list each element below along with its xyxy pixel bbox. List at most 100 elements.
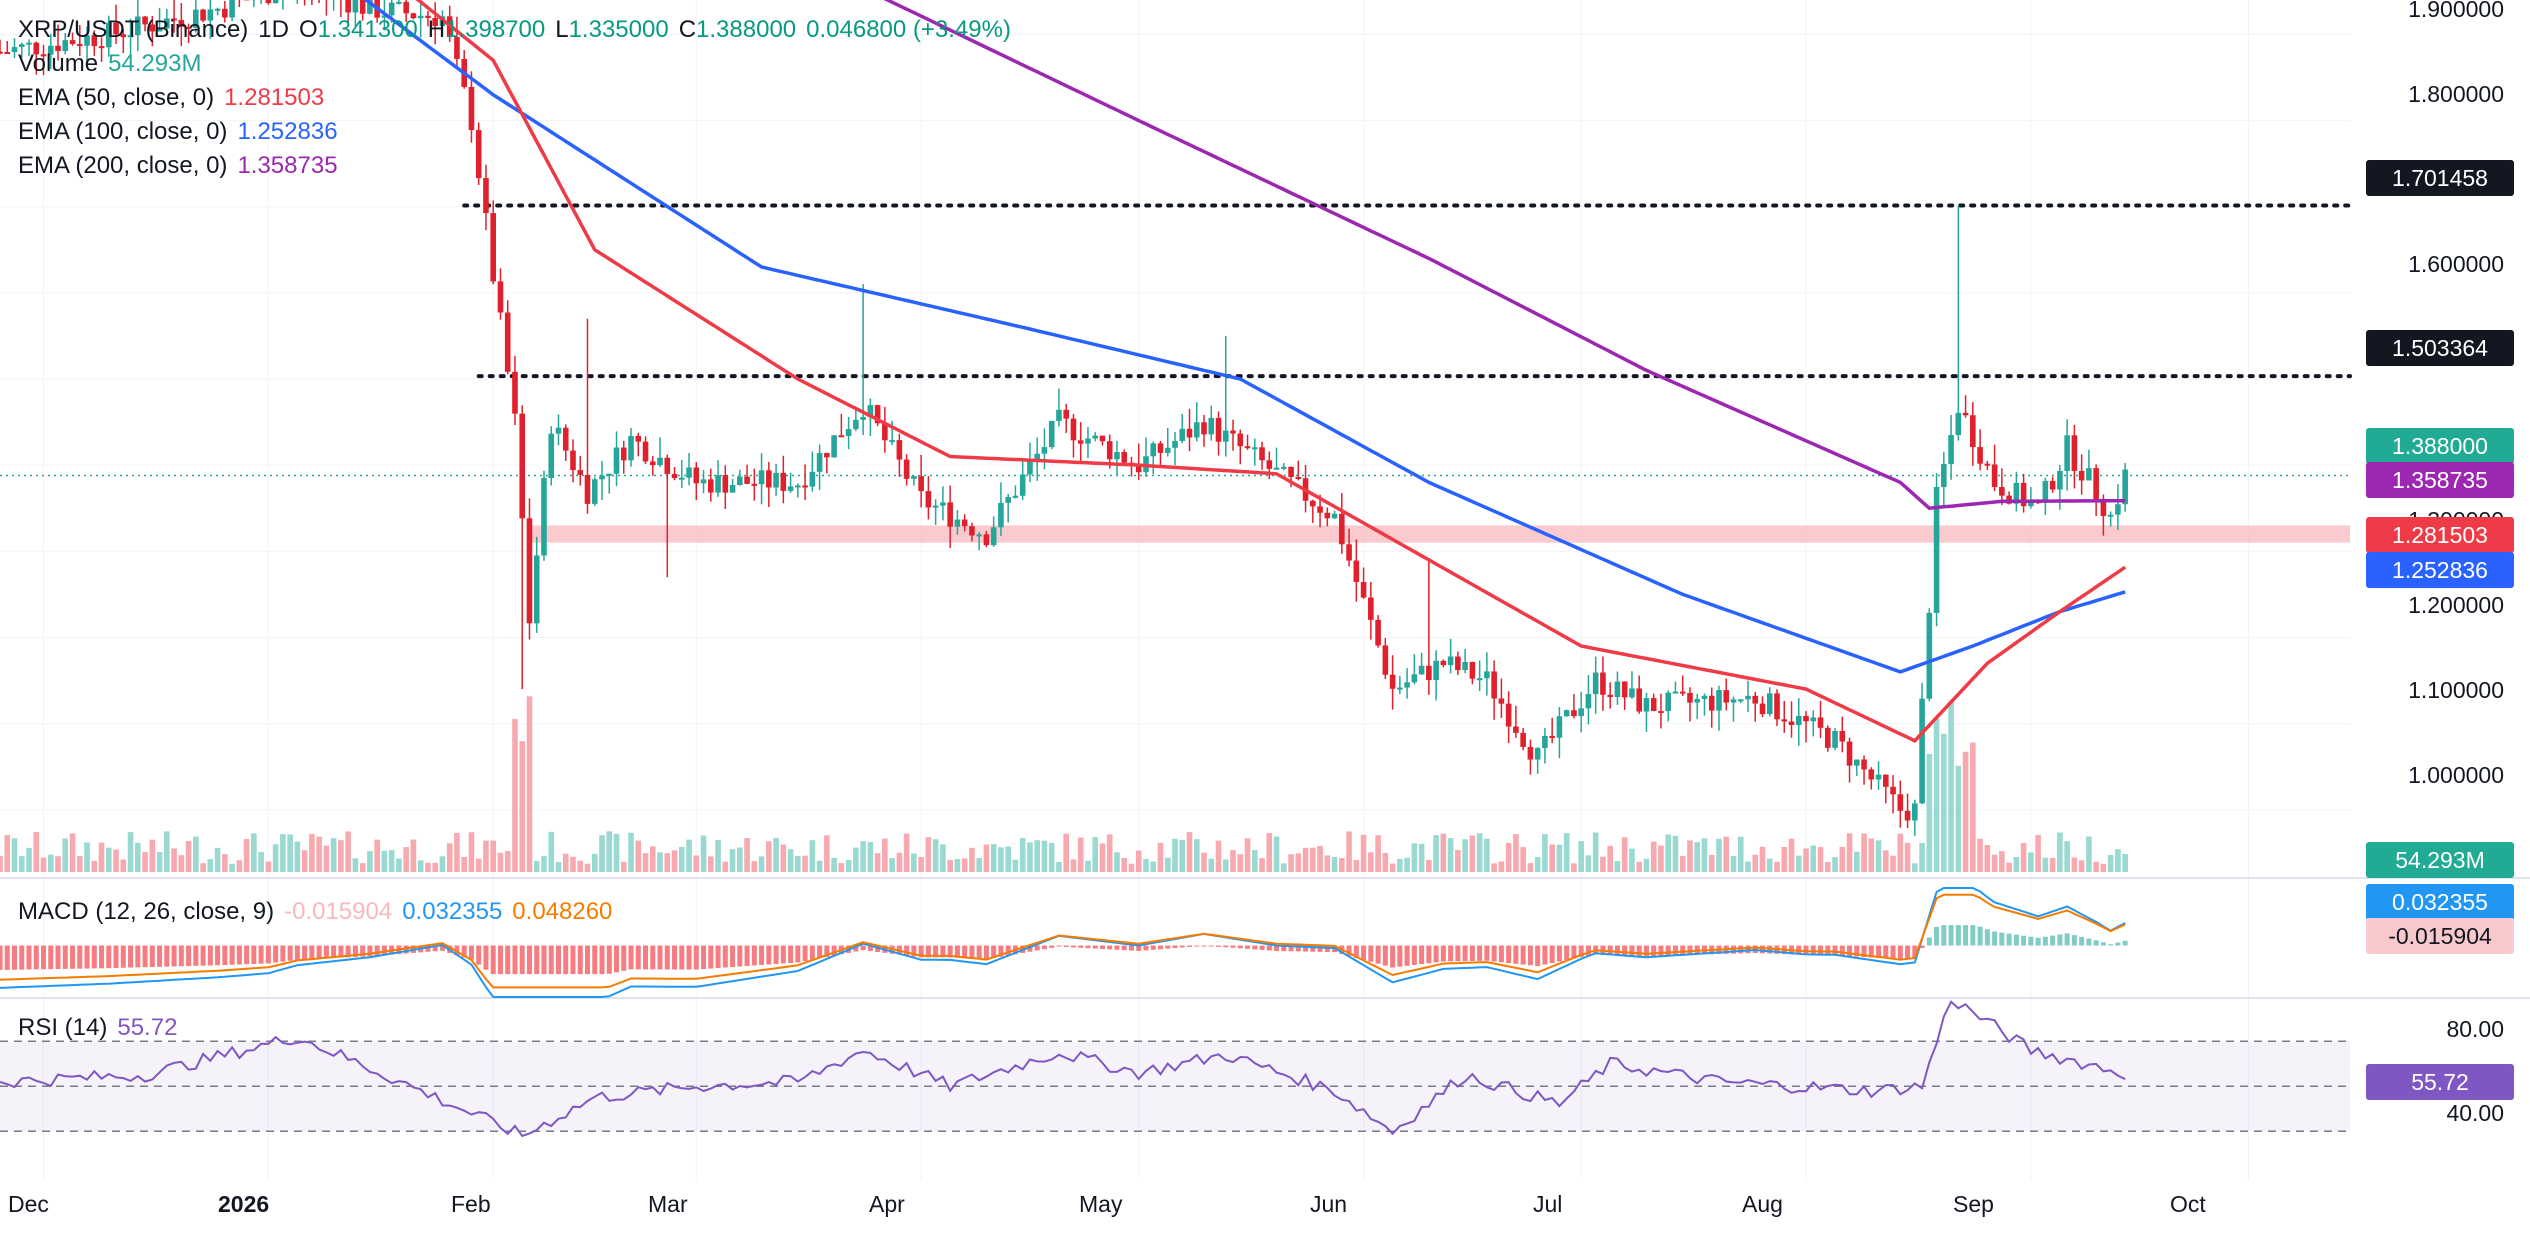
macd-histogram-bar bbox=[1426, 945, 1432, 964]
candle-body bbox=[809, 471, 816, 487]
candle-body bbox=[1375, 619, 1381, 646]
macd-histogram-bar bbox=[802, 945, 808, 962]
volume-bar bbox=[1716, 838, 1722, 872]
macd-histogram-bar bbox=[135, 945, 141, 968]
volume-bar bbox=[2049, 857, 2056, 872]
macd-histogram-bar bbox=[1201, 945, 1207, 947]
volume-bar bbox=[91, 860, 98, 872]
candle-body bbox=[1019, 474, 1026, 496]
macd-histogram-bar bbox=[33, 945, 39, 970]
candle-body bbox=[1121, 452, 1128, 463]
volume-bar bbox=[1389, 863, 1396, 872]
volume-bar bbox=[1904, 842, 1911, 872]
candle-body bbox=[998, 502, 1004, 528]
volume-bar bbox=[1498, 861, 1505, 872]
candle-body bbox=[149, 24, 156, 32]
macd-histogram-bar bbox=[244, 945, 250, 965]
candle-body bbox=[1679, 691, 1686, 694]
macd-histogram-bar bbox=[157, 945, 163, 967]
volume-bar bbox=[1542, 834, 1548, 872]
volume-bar bbox=[599, 835, 605, 872]
volume-bar bbox=[620, 861, 627, 872]
volume-bar bbox=[816, 860, 823, 872]
volume-bar bbox=[367, 851, 373, 872]
candle-body bbox=[845, 429, 852, 437]
rsi-legend[interactable]: RSI (14) 55.72 bbox=[18, 1014, 187, 1042]
candle-body bbox=[1585, 694, 1592, 709]
macd-histogram-bar bbox=[1992, 931, 1998, 946]
interval-label[interactable]: 1D bbox=[258, 16, 289, 43]
macd-histogram-bar bbox=[788, 945, 794, 963]
macd-histogram-bar bbox=[1629, 945, 1635, 956]
volume-bar bbox=[294, 841, 301, 872]
macd-histogram-bar bbox=[715, 945, 721, 969]
macd-histogram-bar bbox=[1643, 945, 1649, 957]
volume-bar bbox=[1215, 840, 1222, 872]
candle-body bbox=[1745, 695, 1751, 700]
candle-body bbox=[193, 9, 199, 28]
macd-histogram-bar bbox=[592, 945, 598, 975]
candle-body bbox=[497, 281, 504, 313]
macd-histogram-bar bbox=[933, 945, 939, 958]
volume-bar bbox=[1788, 838, 1795, 872]
time-tick: Dec bbox=[8, 1191, 49, 1217]
macd-histogram-bar bbox=[1455, 945, 1461, 962]
macd-histogram-bar bbox=[650, 945, 656, 970]
volume-bar bbox=[1368, 852, 1374, 872]
volume-bar bbox=[1991, 854, 1998, 872]
macd-histogram-bar bbox=[1049, 945, 1055, 948]
macd-histogram-bar bbox=[142, 945, 148, 968]
volume-bar bbox=[156, 852, 163, 872]
macd-histogram-bar bbox=[1440, 945, 1446, 962]
volume-bar bbox=[1027, 842, 1033, 872]
candle-body bbox=[932, 505, 939, 508]
candle-body bbox=[780, 472, 787, 491]
candle-body bbox=[142, 16, 148, 25]
rsi-legend-value: 55.72 bbox=[117, 1014, 178, 1041]
volume-bar bbox=[1883, 850, 1889, 872]
macd-histogram-bar bbox=[12, 945, 18, 970]
macd-histogram-bar bbox=[316, 945, 322, 959]
macd-histogram-bar bbox=[215, 945, 221, 966]
candle-body bbox=[1056, 409, 1062, 421]
volume-legend-label: Volume bbox=[18, 50, 99, 77]
symbol-name[interactable]: XRP/USDT (Binance) bbox=[18, 16, 249, 43]
ema100-legend[interactable]: EMA (100, close, 0) 1.252836 bbox=[18, 118, 348, 146]
candle-body bbox=[1208, 417, 1215, 435]
candle-body bbox=[2122, 469, 2128, 505]
candle-body bbox=[1839, 730, 1846, 742]
time-tick: Jun bbox=[1310, 1191, 1348, 1217]
ema200-legend[interactable]: EMA (200, close, 0) 1.358735 bbox=[18, 152, 348, 180]
volume-legend[interactable]: Volume 54.293M bbox=[18, 50, 211, 78]
ema200-legend-label: EMA (200, close, 0) bbox=[18, 152, 228, 179]
candle-body bbox=[1672, 691, 1679, 694]
volume-bar bbox=[1019, 838, 1026, 872]
candle-body bbox=[1505, 703, 1512, 727]
time-tick: May bbox=[1079, 1191, 1123, 1217]
candle-body bbox=[2115, 504, 2121, 515]
volume-bar bbox=[903, 833, 910, 872]
time-tick: Mar bbox=[648, 1191, 688, 1217]
macd-legend[interactable]: MACD (12, 26, close, 9) -0.015904 0.032355… bbox=[18, 898, 622, 926]
volume-bar bbox=[1005, 846, 1011, 872]
macd-histogram-bar bbox=[722, 945, 728, 968]
candle-body bbox=[1215, 417, 1222, 442]
resistance-high-tag: 1.701458 bbox=[2366, 160, 2514, 196]
macd-histogram-bar bbox=[1157, 945, 1163, 950]
rsi-band-fill bbox=[0, 1041, 2350, 1132]
macd-histogram-bar bbox=[1984, 929, 1990, 946]
volume-bar bbox=[613, 833, 620, 872]
candle-body bbox=[127, 35, 134, 38]
volume-bar bbox=[1041, 840, 1048, 872]
macd-histogram-bar bbox=[599, 945, 605, 975]
macd-histogram-bar bbox=[1462, 945, 1468, 962]
candle-body bbox=[1991, 464, 1998, 488]
time-tick: Aug bbox=[1742, 1191, 1783, 1217]
candle-body bbox=[533, 555, 540, 624]
macd-histogram-bar bbox=[2086, 938, 2092, 946]
macd-histogram-bar bbox=[1150, 945, 1156, 950]
ema50-legend[interactable]: EMA (50, close, 0) 1.281503 bbox=[18, 84, 334, 112]
volume-bar bbox=[635, 840, 642, 872]
candle-body bbox=[1912, 803, 1918, 821]
